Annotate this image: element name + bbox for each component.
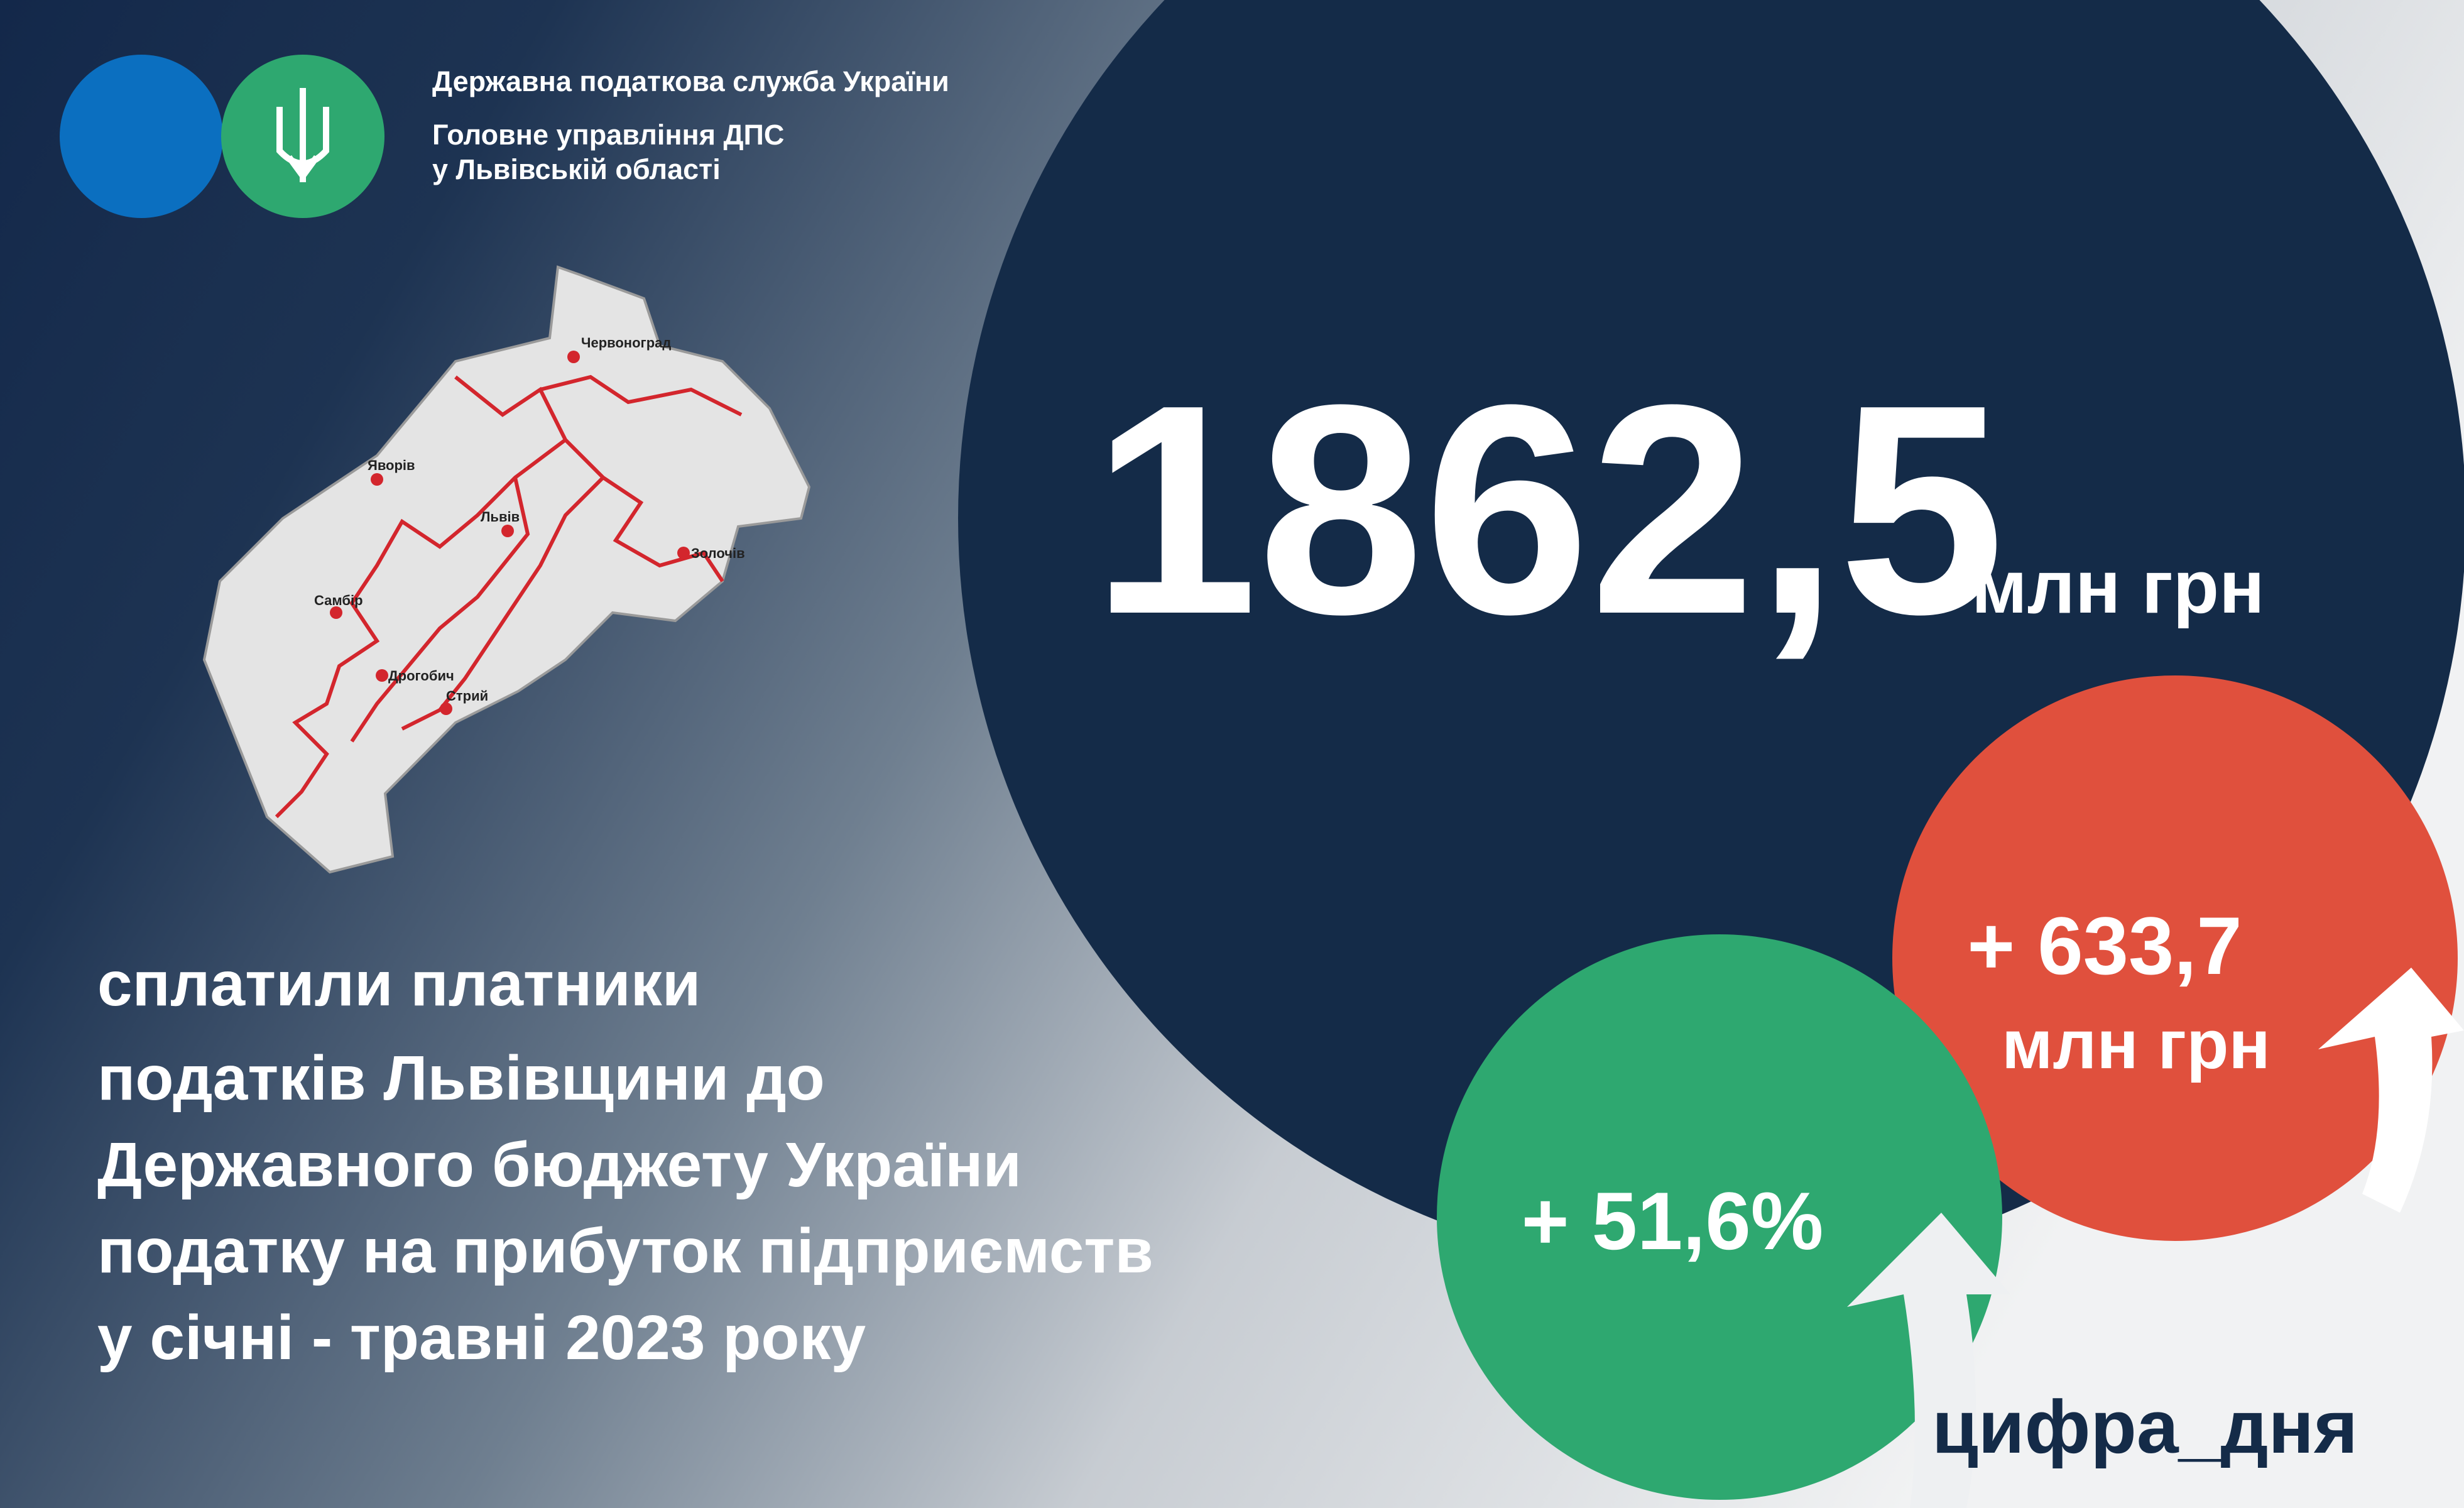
city-dot [677, 547, 690, 559]
district-borders [275, 374, 743, 819]
description-line: податку на прибуток підприємств [97, 1216, 1153, 1286]
city-label: Червоноград [581, 335, 671, 351]
city-dot [501, 525, 514, 537]
arrow-up [2318, 968, 2464, 1213]
absolute-unit: млн грн [2002, 1006, 2270, 1083]
city-label: Яворів [368, 457, 415, 473]
city-dot [330, 606, 342, 619]
logo-blue [60, 55, 223, 218]
trident-icon [276, 88, 329, 182]
main-amount: 1862,5 [1092, 342, 2005, 676]
arrow-up [1847, 1213, 2010, 1508]
header-line: у Львівській області [432, 153, 721, 185]
map-outline [202, 265, 811, 874]
header-line: Головне управління ДПС [432, 119, 784, 151]
description-line: у січні - травні 2023 року [97, 1303, 866, 1373]
city-dot [440, 702, 452, 715]
region-map: Червоноград Яворів Львів Золочів Самбір … [202, 265, 811, 874]
city-dot [376, 669, 388, 682]
description-line: Державного бюджету України [97, 1130, 1022, 1200]
main-unit: млн грн [1971, 545, 2265, 629]
percent-circle [1437, 934, 2002, 1500]
percent-growth: + 51,6% [1522, 1175, 1824, 1267]
absolute-circle [1892, 675, 2458, 1241]
city-label: Львів [481, 509, 520, 525]
city-label: Дрогобич [388, 668, 454, 684]
city-label: Стрий [446, 688, 488, 704]
city-label: Золочів [691, 545, 745, 561]
city-dot [371, 473, 383, 486]
header-line: Державна податкова служба України [432, 65, 949, 97]
absolute-growth: + 633,7 [1967, 900, 2242, 992]
city-label: Самбір [314, 593, 363, 608]
description-line: податків Львівщини до [97, 1043, 825, 1113]
city-dot [567, 351, 580, 363]
hashtag: цифра_дня [1932, 1385, 2358, 1469]
description-line: сплатили платники [97, 949, 700, 1019]
